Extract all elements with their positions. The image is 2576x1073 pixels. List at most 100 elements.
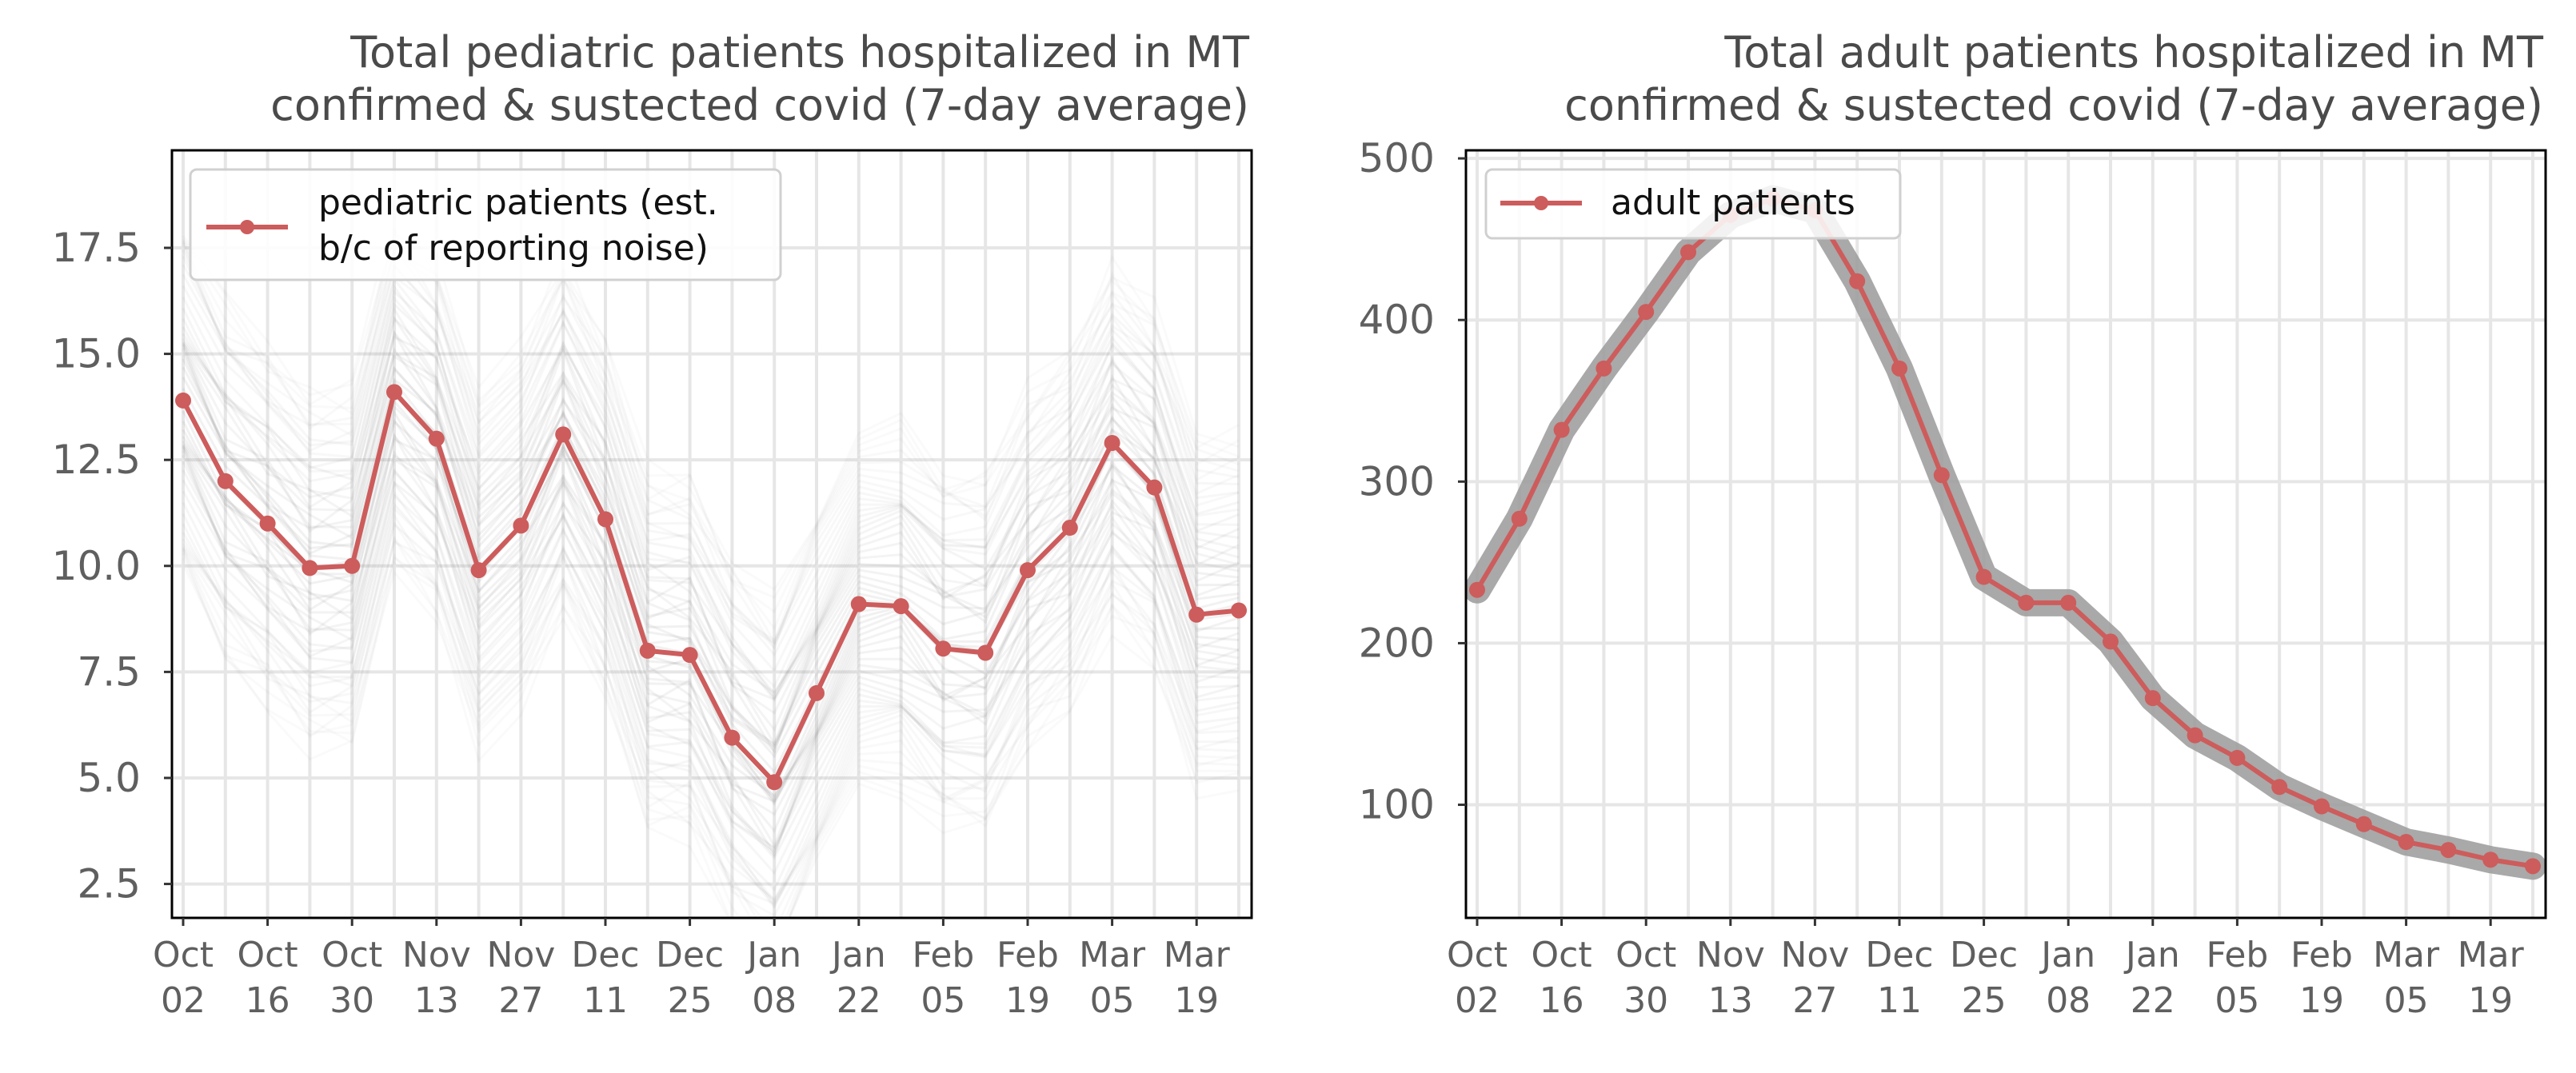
- sample-trajectory: [182, 417, 1240, 816]
- plot-frame: [1464, 149, 2547, 919]
- sample-trajectory: [182, 540, 1240, 905]
- data-point: [893, 598, 909, 615]
- x-tick-label: Feb: [2206, 935, 2268, 975]
- data-point: [1061, 520, 1078, 536]
- x-tick-label: Oct: [153, 935, 214, 975]
- data-point: [217, 473, 234, 489]
- y-tick-label: 2.5: [77, 861, 141, 907]
- x-tick-label: 19: [1174, 980, 1219, 1021]
- sample-trajectory: [182, 352, 1240, 749]
- x-tick-label: 08: [752, 980, 797, 1021]
- x-tick-label: Mar: [1079, 935, 1146, 975]
- sample-trajectory: [182, 506, 1240, 903]
- x-tick-label: Dec: [656, 935, 724, 975]
- x-tick-label: 22: [837, 980, 881, 1021]
- y-tick-label: 7.5: [77, 648, 141, 695]
- data-point: [259, 515, 276, 532]
- legend-box: [189, 168, 782, 281]
- sample-trajectory: [182, 296, 1240, 689]
- x-tick-label: 16: [246, 980, 290, 1021]
- x-tick-label: 05: [2384, 980, 2429, 1021]
- data-point: [809, 684, 825, 701]
- x-tick-label: Mar: [2373, 935, 2440, 975]
- data-point: [1891, 360, 1907, 377]
- sample-trajectory: [182, 302, 1240, 696]
- x-tick-label: 05: [1090, 980, 1135, 1021]
- data-point: [1638, 304, 1655, 321]
- data-point: [2271, 779, 2288, 796]
- y-tick-label: 100: [1359, 782, 1435, 828]
- chart-title: Total pediatric patients hospitalized in…: [349, 27, 1250, 78]
- data-point: [428, 430, 445, 447]
- x-tick-label: 19: [2299, 980, 2344, 1021]
- y-tick-label: 15.0: [52, 331, 141, 377]
- x-tick-label: 30: [1623, 980, 1668, 1021]
- sample-trajectory: [182, 245, 1240, 650]
- x-tick-label: 30: [329, 980, 374, 1021]
- sample-trajectory: [182, 490, 1240, 910]
- x-tick-label: Oct: [1447, 935, 1508, 975]
- data-point: [1469, 581, 1485, 598]
- x-tick-label: 25: [1962, 980, 2007, 1021]
- data-point: [766, 774, 783, 791]
- data-point: [1553, 421, 1570, 438]
- data-point: [1146, 479, 1163, 496]
- x-tick-label: 19: [1005, 980, 1050, 1021]
- adult-chart: 100 200 300 400 500 Oct 02 Oct 16 Oct 30 Nov 13 Nov 2…: [1359, 27, 2547, 1021]
- data-point: [1933, 467, 1950, 484]
- x-tick-label: Mar: [2458, 935, 2525, 975]
- x-tick-label: Nov: [1780, 935, 1849, 975]
- x-tick-label: Nov: [486, 935, 555, 975]
- sample-trajectory: [182, 493, 1240, 904]
- x-tick-label: Feb: [996, 935, 1059, 975]
- data-point: [724, 729, 741, 746]
- data-point: [2060, 594, 2077, 611]
- pediatric-chart: 2.5 5.0 7.5 10.0 12.5 15.0 17.5 Oct 02 Oct 16 Oct 3…: [52, 27, 1253, 1021]
- legend-label: pediatric patients (est.: [318, 182, 718, 223]
- data-point: [1849, 273, 1866, 289]
- sample-trajectory: [182, 366, 1240, 774]
- sample-trajectory: [182, 264, 1240, 646]
- data-point: [1104, 434, 1120, 451]
- chart-title: Total adult patients hospitalized in MT: [1723, 27, 2544, 78]
- sample-trajectory: [182, 522, 1240, 908]
- legend: pediatric patients (est. b/c of reportin…: [189, 168, 782, 281]
- x-tick-label: 19: [2468, 980, 2513, 1021]
- data-point: [1975, 568, 1992, 585]
- data-point: [2482, 852, 2499, 868]
- x-tick-label: Oct: [322, 935, 382, 975]
- sample-trajectory: [182, 347, 1240, 754]
- x-tick-label: 11: [583, 980, 628, 1021]
- sample-trajectory: [182, 536, 1240, 918]
- legend-box: [1484, 168, 1902, 240]
- series-line: [181, 389, 1240, 785]
- data-point: [2144, 690, 2161, 707]
- data-point: [681, 647, 698, 664]
- y-tick-label: 300: [1359, 458, 1435, 505]
- x-tick-label: Nov: [402, 935, 471, 975]
- data-point: [344, 557, 361, 574]
- x-tick-label: 27: [498, 980, 543, 1021]
- sample-trajectory: [182, 513, 1240, 901]
- data-point: [1596, 360, 1612, 377]
- x-tick-label: 02: [1455, 980, 1500, 1021]
- x-tick-label: 27: [1792, 980, 1837, 1021]
- x-tick-label: 16: [1540, 980, 1584, 1021]
- data-point: [513, 517, 529, 534]
- sample-trajectory: [182, 479, 1240, 860]
- data-point: [1680, 244, 1696, 261]
- legend-marker-sample: [240, 220, 254, 234]
- x-tick-label: Oct: [1615, 935, 1676, 975]
- x-tick-label: Jan: [829, 935, 886, 975]
- x-tick-label: Mar: [1164, 935, 1231, 975]
- data-point: [977, 644, 994, 661]
- x-tick-label: Dec: [571, 935, 639, 975]
- data-point: [175, 392, 191, 409]
- data-point: [1020, 562, 1036, 579]
- data-point: [386, 384, 402, 401]
- legend-label: adult patients: [1611, 182, 1855, 223]
- data-point: [639, 642, 656, 659]
- y-tick-label: 200: [1359, 620, 1435, 666]
- data-point: [2355, 816, 2372, 832]
